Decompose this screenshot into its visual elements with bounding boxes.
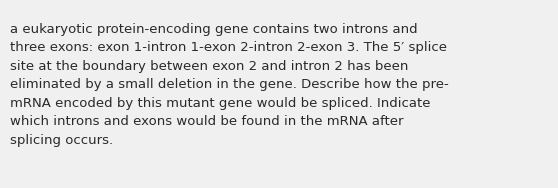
Text: a eukaryotic protein-encoding gene contains two introns and
three exons: exon 1-: a eukaryotic protein-encoding gene conta… <box>10 23 449 147</box>
